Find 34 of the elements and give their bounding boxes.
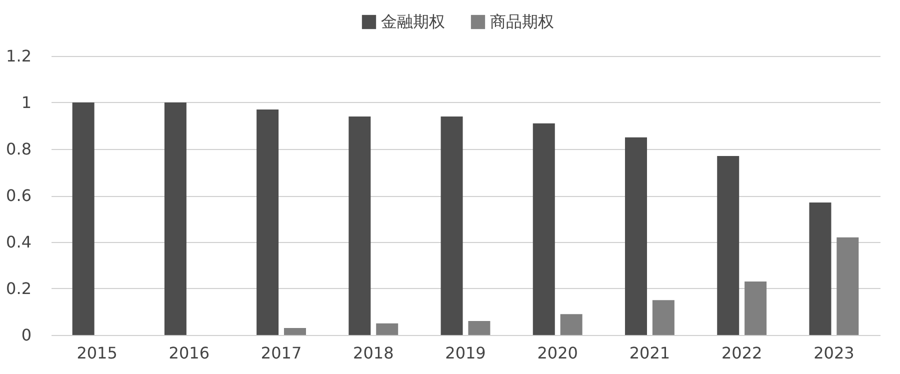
y-tick-label: 0.8	[6, 140, 32, 158]
bar	[348, 116, 371, 335]
bar	[717, 156, 740, 335]
x-tick-label: 2017	[260, 344, 302, 362]
x-tick-label: 2020	[537, 344, 578, 362]
bar	[284, 328, 306, 335]
bar	[468, 321, 490, 335]
bar	[376, 323, 398, 335]
x-tick-label: 2023	[814, 344, 854, 362]
bar	[560, 314, 582, 335]
bar	[72, 102, 94, 335]
bar	[836, 237, 859, 335]
y-tick-label: 1	[21, 93, 32, 112]
y-tick-label: 0.6	[6, 186, 32, 205]
y-tick-label: 0.4	[6, 232, 32, 252]
bar	[625, 137, 648, 335]
legend-label: 商品期权	[490, 12, 554, 31]
y-tick-label: 1.2	[6, 46, 32, 66]
x-tick-label: 2016	[168, 344, 210, 362]
bar	[164, 102, 186, 335]
y-tick-label: 0.2	[6, 279, 32, 298]
bar	[440, 116, 463, 335]
bar	[652, 300, 674, 335]
x-tick-label: 2019	[445, 344, 486, 362]
x-tick-label: 2015	[76, 344, 118, 362]
x-tick-label: 2021	[629, 344, 670, 362]
bar	[744, 282, 767, 335]
bar	[256, 109, 279, 335]
y-tick-label: 0	[21, 326, 32, 344]
x-tick-label: 2018	[353, 344, 394, 362]
bar	[532, 123, 555, 335]
x-tick-label: 2022	[721, 344, 762, 362]
bar	[809, 202, 832, 335]
legend-label: 金融期权	[381, 12, 445, 31]
